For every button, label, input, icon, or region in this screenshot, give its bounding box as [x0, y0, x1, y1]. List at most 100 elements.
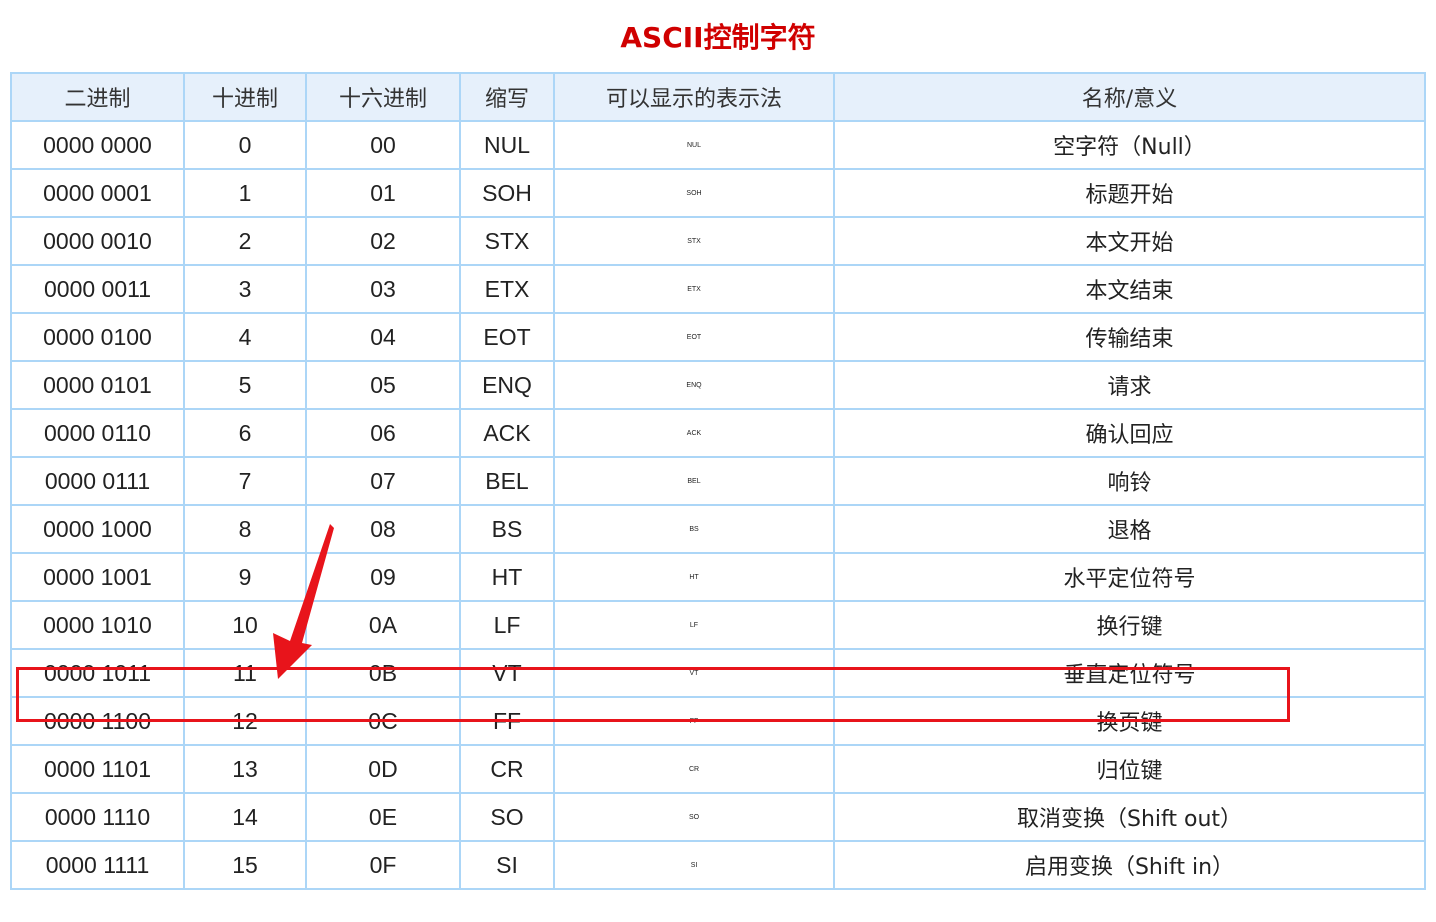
- cell-binary: 0000 0111: [10, 456, 185, 506]
- cell-name: 换行键: [833, 600, 1426, 650]
- cell-glyph: CR: [553, 744, 835, 794]
- cell-decimal: 0: [183, 120, 307, 170]
- cell-name: 响铃: [833, 456, 1426, 506]
- table-row: 0000 1001 9 09 HT HT 水平定位符号: [10, 552, 1426, 602]
- cell-glyph: VT: [553, 648, 835, 698]
- cell-abbr: ENQ: [459, 360, 555, 410]
- arrow-icon: [273, 524, 334, 679]
- cell-hex: 02: [305, 216, 461, 266]
- header-glyph: 可以显示的表示法: [553, 72, 835, 122]
- cell-abbr: VT: [459, 648, 555, 698]
- cell-abbr: SI: [459, 840, 555, 890]
- cell-name: 取消变换（Shift out）: [833, 792, 1426, 842]
- cell-abbr: BEL: [459, 456, 555, 506]
- cell-name: 归位键: [833, 744, 1426, 794]
- cell-binary: 0000 0100: [10, 312, 185, 362]
- header-hex: 十六进制: [305, 72, 461, 122]
- cell-abbr: CR: [459, 744, 555, 794]
- header-abbr: 缩写: [459, 72, 555, 122]
- cell-abbr: ETX: [459, 264, 555, 314]
- cell-decimal: 14: [183, 792, 307, 842]
- cell-name: 空字符（Null）: [833, 120, 1426, 170]
- table-row: 0000 0010 2 02 STX STX 本文开始: [10, 216, 1426, 266]
- header-row: 二进制 十进制 十六进制 缩写 可以显示的表示法 名称/意义: [10, 72, 1426, 122]
- cell-hex: 0F: [305, 840, 461, 890]
- cell-decimal: 3: [183, 264, 307, 314]
- table-row: 0000 0101 5 05 ENQ ENQ 请求: [10, 360, 1426, 410]
- cell-decimal: 9: [183, 552, 307, 602]
- cell-abbr: ACK: [459, 408, 555, 458]
- cell-glyph: BEL: [553, 456, 835, 506]
- cell-hex: 07: [305, 456, 461, 506]
- cell-binary: 0000 1011: [10, 648, 185, 698]
- cell-binary: 0000 1110: [10, 792, 185, 842]
- cell-binary: 0000 0001: [10, 168, 185, 218]
- cell-binary: 0000 0000: [10, 120, 185, 170]
- cell-glyph: EOT: [553, 312, 835, 362]
- cell-glyph: ENQ: [553, 360, 835, 410]
- table-row: 0000 0011 3 03 ETX ETX 本文结束: [10, 264, 1426, 314]
- cell-binary: 0000 0011: [10, 264, 185, 314]
- cell-decimal: 7: [183, 456, 307, 506]
- cell-hex: 0D: [305, 744, 461, 794]
- cell-decimal: 13: [183, 744, 307, 794]
- cell-binary: 0000 1000: [10, 504, 185, 554]
- cell-glyph: HT: [553, 552, 835, 602]
- cell-abbr: SOH: [459, 168, 555, 218]
- cell-name: 退格: [833, 504, 1426, 554]
- cell-glyph: ACK: [553, 408, 835, 458]
- cell-binary: 0000 1010: [10, 600, 185, 650]
- cell-abbr: BS: [459, 504, 555, 554]
- cell-hex: 09: [305, 552, 461, 602]
- cell-abbr: NUL: [459, 120, 555, 170]
- cell-binary: 0000 1101: [10, 744, 185, 794]
- page-title: ASCII控制字符: [620, 21, 816, 54]
- cell-binary: 0000 0010: [10, 216, 185, 266]
- cell-glyph: SOH: [553, 168, 835, 218]
- cell-abbr: SO: [459, 792, 555, 842]
- table-row: 0000 1010 10 0A LF LF 换行键: [10, 600, 1426, 650]
- cell-glyph: SI: [553, 840, 835, 890]
- cell-abbr: LF: [459, 600, 555, 650]
- cell-hex: 0A: [305, 600, 461, 650]
- highlight-box: [16, 667, 1290, 722]
- cell-binary: 0000 0110: [10, 408, 185, 458]
- cell-hex: 0B: [305, 648, 461, 698]
- cell-abbr: STX: [459, 216, 555, 266]
- header-name: 名称/意义: [833, 72, 1426, 122]
- cell-abbr: EOT: [459, 312, 555, 362]
- cell-binary: 0000 0101: [10, 360, 185, 410]
- cell-glyph: BS: [553, 504, 835, 554]
- cell-decimal: 2: [183, 216, 307, 266]
- cell-hex: 0E: [305, 792, 461, 842]
- cell-name: 水平定位符号: [833, 552, 1426, 602]
- cell-name: 本文开始: [833, 216, 1426, 266]
- cell-binary: 0000 1001: [10, 552, 185, 602]
- cell-name: 启用变换（Shift in）: [833, 840, 1426, 890]
- cell-glyph: NUL: [553, 120, 835, 170]
- cell-decimal: 15: [183, 840, 307, 890]
- ascii-table: 二进制 十进制 十六进制 缩写 可以显示的表示法 名称/意义 0000 0000 0 00 NU…: [10, 72, 1426, 890]
- cell-name: 标题开始: [833, 168, 1426, 218]
- cell-decimal: 6: [183, 408, 307, 458]
- cell-glyph: SO: [553, 792, 835, 842]
- table-row: 0000 0000 0 00 NUL NUL 空字符（Null）: [10, 120, 1426, 170]
- cell-decimal: 1: [183, 168, 307, 218]
- cell-decimal: 5: [183, 360, 307, 410]
- cell-glyph: LF: [553, 600, 835, 650]
- cell-name: 请求: [833, 360, 1426, 410]
- table-row: 0000 0100 4 04 EOT EOT 传输结束: [10, 312, 1426, 362]
- table-row: 0000 1011 11 0B VT VT 垂直定位符号: [10, 648, 1426, 698]
- cell-glyph: ETX: [553, 264, 835, 314]
- cell-glyph: STX: [553, 216, 835, 266]
- cell-name: 垂直定位符号: [833, 648, 1426, 698]
- cell-binary: 0000 1111: [10, 840, 185, 890]
- table-row: 0000 1110 14 0E SO SO 取消变换（Shift out）: [10, 792, 1426, 842]
- cell-hex: 06: [305, 408, 461, 458]
- cell-hex: 05: [305, 360, 461, 410]
- table-row: 0000 0110 6 06 ACK ACK 确认回应: [10, 408, 1426, 458]
- header-decimal: 十进制: [183, 72, 307, 122]
- cell-decimal: 4: [183, 312, 307, 362]
- cell-name: 确认回应: [833, 408, 1426, 458]
